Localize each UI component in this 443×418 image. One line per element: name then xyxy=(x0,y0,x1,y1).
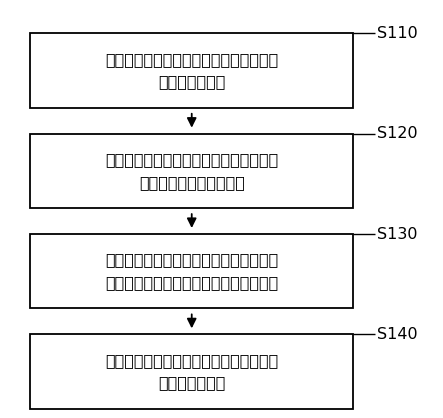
FancyBboxPatch shape xyxy=(30,334,354,409)
Text: 基于目标评估模型从待识别风险对象中识
别目标风险对象: 基于目标评估模型从待识别风险对象中识 别目标风险对象 xyxy=(105,353,278,390)
Text: 按照预设的集成规则，将得到的多个子评
估模型进行集成处理，得到目标评估模型: 按照预设的集成规则，将得到的多个子评 估模型进行集成处理，得到目标评估模型 xyxy=(105,252,278,290)
Text: S140: S140 xyxy=(377,327,417,342)
Text: S110: S110 xyxy=(377,26,417,41)
FancyBboxPatch shape xyxy=(30,33,354,108)
Text: S120: S120 xyxy=(377,126,417,141)
FancyBboxPatch shape xyxy=(30,134,354,208)
Text: S130: S130 xyxy=(377,227,417,242)
Text: 根据采集到的交易数据，设置多个指标维
度中的监测指标: 根据采集到的交易数据，设置多个指标维 度中的监测指标 xyxy=(105,52,278,89)
FancyBboxPatch shape xyxy=(30,234,354,308)
Text: 根据各指标维度中的监测指标，建立各指
标维度对应的子评估模型: 根据各指标维度中的监测指标，建立各指 标维度对应的子评估模型 xyxy=(105,152,278,190)
